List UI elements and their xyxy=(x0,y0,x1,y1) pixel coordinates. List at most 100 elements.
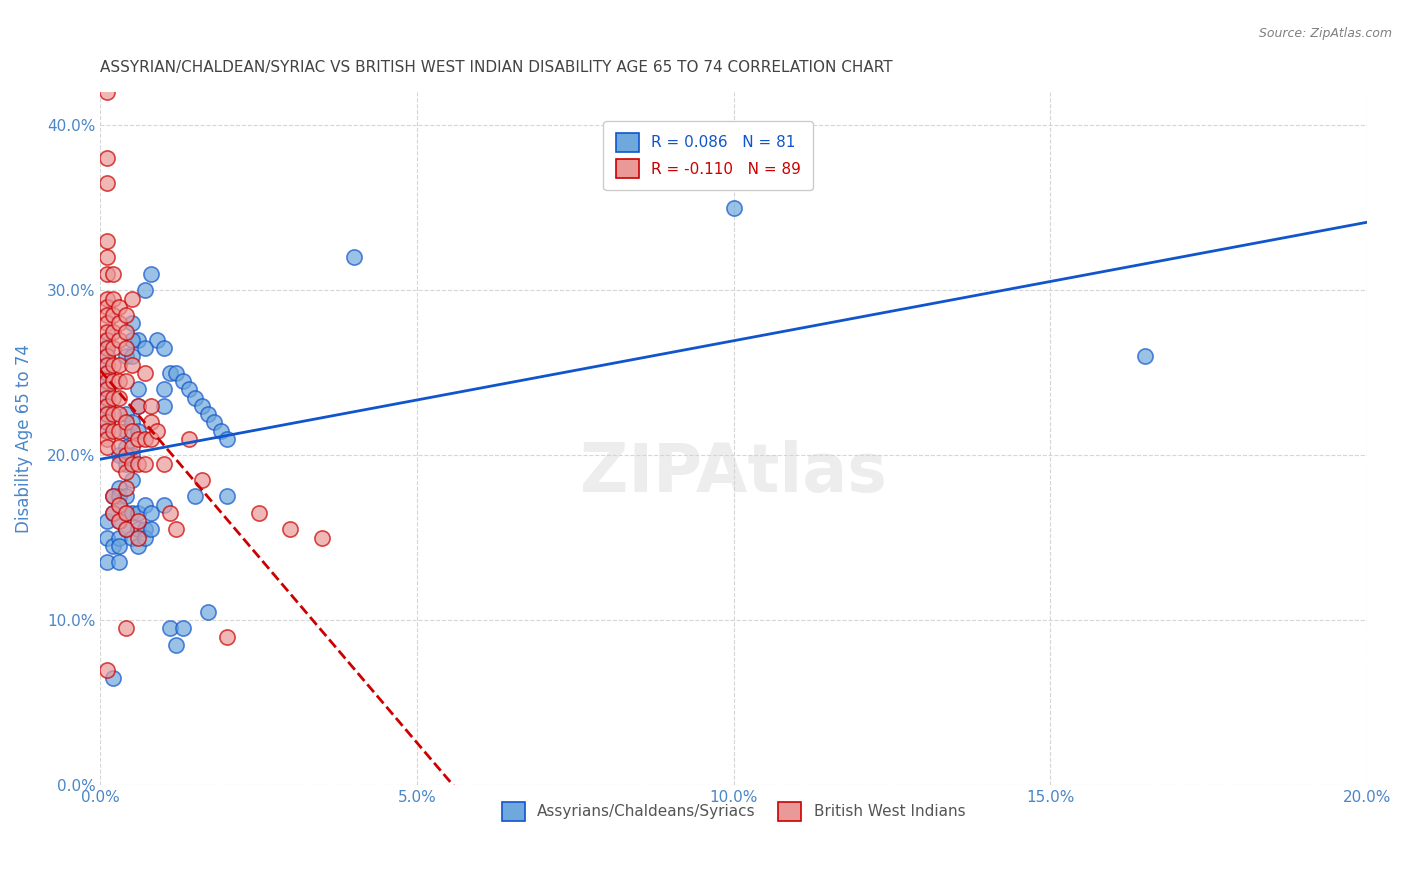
Point xyxy=(134,341,156,355)
Point xyxy=(96,391,118,405)
Point xyxy=(96,424,118,438)
Point xyxy=(177,382,200,396)
Point xyxy=(165,523,187,537)
Point xyxy=(114,325,136,339)
Point xyxy=(197,407,219,421)
Point xyxy=(96,366,118,380)
Point xyxy=(108,424,131,438)
Point xyxy=(101,341,124,355)
Point xyxy=(121,473,143,487)
Point xyxy=(96,333,118,347)
Point xyxy=(215,432,238,446)
Text: Source: ZipAtlas.com: Source: ZipAtlas.com xyxy=(1258,27,1392,40)
Point xyxy=(108,448,131,462)
Point xyxy=(101,424,124,438)
Point xyxy=(197,605,219,619)
Point xyxy=(101,506,124,520)
Point xyxy=(96,663,118,677)
Y-axis label: Disability Age 65 to 74: Disability Age 65 to 74 xyxy=(15,344,32,533)
Point xyxy=(139,506,162,520)
Point xyxy=(139,432,162,446)
Point xyxy=(114,465,136,479)
Point xyxy=(127,382,149,396)
Point xyxy=(96,391,118,405)
Point xyxy=(96,349,118,363)
Point xyxy=(121,506,143,520)
Point xyxy=(96,415,118,429)
Point xyxy=(215,490,238,504)
Point xyxy=(96,407,118,421)
Point xyxy=(96,325,118,339)
Point xyxy=(108,498,131,512)
Point xyxy=(108,300,131,314)
Point xyxy=(127,399,149,413)
Point xyxy=(114,448,136,462)
Point xyxy=(152,457,174,471)
Point xyxy=(159,506,181,520)
Point xyxy=(159,622,181,636)
Point xyxy=(96,424,118,438)
Point xyxy=(96,300,118,314)
Point xyxy=(96,382,118,396)
Point xyxy=(108,316,131,330)
Point xyxy=(96,514,118,528)
Point xyxy=(723,201,745,215)
Point xyxy=(101,374,124,388)
Point xyxy=(121,457,143,471)
Point xyxy=(96,308,118,322)
Point xyxy=(114,457,136,471)
Point xyxy=(184,490,207,504)
Point xyxy=(127,457,149,471)
Point xyxy=(108,498,131,512)
Point xyxy=(96,349,118,363)
Point xyxy=(96,358,118,372)
Point xyxy=(108,481,131,495)
Point xyxy=(96,374,118,388)
Point xyxy=(278,523,301,537)
Point xyxy=(121,292,143,306)
Point xyxy=(134,498,156,512)
Point xyxy=(127,531,149,545)
Point xyxy=(101,267,124,281)
Point xyxy=(108,374,131,388)
Point xyxy=(108,457,131,471)
Point xyxy=(121,333,143,347)
Point xyxy=(114,481,136,495)
Point xyxy=(121,415,143,429)
Point xyxy=(96,234,118,248)
Point xyxy=(96,251,118,265)
Point xyxy=(96,358,118,372)
Point xyxy=(127,333,149,347)
Point xyxy=(96,152,118,166)
Point xyxy=(101,325,124,339)
Point xyxy=(108,514,131,528)
Point xyxy=(172,374,194,388)
Point xyxy=(127,424,149,438)
Point xyxy=(146,424,169,438)
Point xyxy=(165,638,187,652)
Point xyxy=(96,366,118,380)
Point xyxy=(165,366,187,380)
Point xyxy=(202,415,225,429)
Point xyxy=(96,432,118,446)
Point xyxy=(96,86,118,100)
Point xyxy=(127,514,149,528)
Point xyxy=(96,341,118,355)
Point xyxy=(127,539,149,553)
Point xyxy=(1133,349,1156,363)
Point xyxy=(121,349,143,363)
Point xyxy=(159,366,181,380)
Point xyxy=(127,523,149,537)
Point xyxy=(96,415,118,429)
Point xyxy=(114,349,136,363)
Point xyxy=(96,382,118,396)
Point xyxy=(101,490,124,504)
Point xyxy=(96,556,118,570)
Point xyxy=(108,514,131,528)
Point xyxy=(121,316,143,330)
Point xyxy=(114,506,136,520)
Point xyxy=(114,308,136,322)
Point xyxy=(184,391,207,405)
Point xyxy=(139,415,162,429)
Point xyxy=(127,399,149,413)
